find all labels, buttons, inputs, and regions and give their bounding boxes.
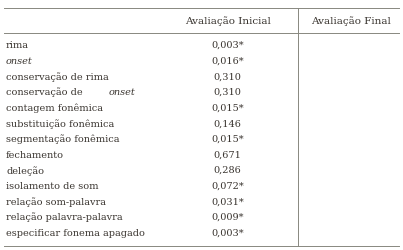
Text: 0,009*: 0,009* — [212, 212, 244, 221]
Text: 0,003*: 0,003* — [212, 228, 244, 237]
Text: onset: onset — [109, 88, 136, 96]
Text: 0,031*: 0,031* — [211, 196, 244, 205]
Text: Avaliação Final: Avaliação Final — [311, 16, 391, 26]
Text: especificar fonema apagado: especificar fonema apagado — [6, 228, 145, 237]
Text: 0,286: 0,286 — [214, 166, 241, 174]
Text: conservação de: conservação de — [6, 87, 86, 97]
Text: 0,015*: 0,015* — [212, 134, 244, 143]
Text: 0,146: 0,146 — [214, 119, 242, 128]
Text: 0,310: 0,310 — [214, 72, 242, 81]
Text: relação palavra-palavra: relação palavra-palavra — [6, 212, 123, 222]
Text: onset: onset — [6, 56, 33, 66]
Text: rima: rima — [6, 41, 29, 50]
Text: substituição fonêmica: substituição fonêmica — [6, 118, 114, 128]
Text: fechamento: fechamento — [6, 150, 64, 159]
Text: 0,671: 0,671 — [214, 150, 242, 159]
Text: 0,016*: 0,016* — [212, 56, 244, 66]
Text: relação som-palavra: relação som-palavra — [6, 196, 106, 206]
Text: 0,015*: 0,015* — [212, 103, 244, 112]
Text: Avaliação Inicial: Avaliação Inicial — [185, 16, 271, 26]
Text: 0,003*: 0,003* — [212, 41, 244, 50]
Text: segmentação fonêmica: segmentação fonêmica — [6, 134, 120, 144]
Text: 0,310: 0,310 — [214, 88, 242, 96]
Text: conservação de rima: conservação de rima — [6, 72, 109, 82]
Text: 0,072*: 0,072* — [211, 181, 244, 190]
Text: isolamento de som: isolamento de som — [6, 181, 99, 190]
Text: deleção: deleção — [6, 165, 44, 175]
Text: contagem fonêmica: contagem fonêmica — [6, 103, 103, 113]
